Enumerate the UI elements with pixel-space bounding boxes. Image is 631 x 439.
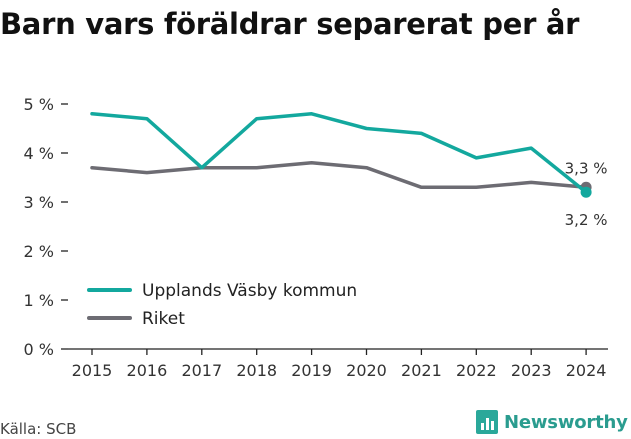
y-tick-label: 0 % xyxy=(24,340,54,359)
x-tick-label: 2020 xyxy=(346,361,387,380)
x-tick-label: 2021 xyxy=(401,361,442,380)
end-labels: 3,3 % 3,2 % xyxy=(565,159,608,229)
y-axis: 0 % 1 % 2 % 3 % 4 % 5 % xyxy=(24,95,68,359)
x-tick-label: 2018 xyxy=(236,361,277,380)
y-tick-label: 4 % xyxy=(24,144,54,163)
brand-logo: Newsworthy xyxy=(476,408,628,436)
end-value-label: 3,3 % xyxy=(565,159,608,177)
x-tick-label: 2015 xyxy=(72,361,113,380)
legend-label: Upplands Väsby kommun xyxy=(142,281,357,301)
series-layer xyxy=(90,112,592,198)
y-tick-label: 1 % xyxy=(24,291,54,310)
legend: Upplands Väsby kommun Riket xyxy=(87,281,357,329)
x-tick-label: 2019 xyxy=(291,361,332,380)
y-tick-label: 2 % xyxy=(24,242,54,261)
end-value-label: 3,2 % xyxy=(565,211,608,229)
brand-name: Newsworthy xyxy=(504,411,628,433)
end-point-marker xyxy=(580,186,592,198)
chart-title: Barn vars föräldrar separerat per år xyxy=(0,7,580,41)
source-note: Källa: SCB xyxy=(0,420,77,438)
x-tick-label: 2016 xyxy=(127,361,168,380)
series-line-riket xyxy=(90,161,588,190)
bar-chart-icon xyxy=(476,410,498,434)
x-tick-label: 2022 xyxy=(456,361,497,380)
x-tick-label: 2024 xyxy=(566,361,607,380)
x-axis: 2015 2016 2017 2018 2019 2020 2021 2022 2023 2024 xyxy=(68,348,608,380)
x-tick-label: 2017 xyxy=(181,361,222,380)
y-tick-label: 5 % xyxy=(24,95,54,114)
line-chart: 0 %1 %2 %3 %4 %5 % 2015 2016 2017 2018 2019 2… xyxy=(24,95,608,380)
legend-label: Riket xyxy=(142,309,185,329)
series-line-upplands-vasby xyxy=(90,112,588,194)
y-tick-label: 3 % xyxy=(24,193,54,212)
x-tick-label: 2023 xyxy=(511,361,552,380)
